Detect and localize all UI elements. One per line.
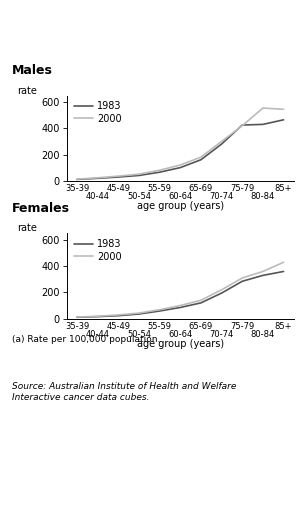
Text: 45-49: 45-49 [106,322,130,331]
Text: 60-64: 60-64 [168,192,192,201]
Text: Females: Females [12,202,70,215]
Line: 2000: 2000 [77,108,284,179]
1983 [178,304,182,311]
1983 [261,121,265,127]
Text: 45-49: 45-49 [106,184,130,193]
2000 [75,176,79,182]
Text: 85+: 85+ [275,322,292,331]
Text: 40-44: 40-44 [86,330,110,339]
Text: 35-39: 35-39 [65,184,89,193]
Text: 55-59: 55-59 [148,322,171,331]
Text: 70-74: 70-74 [209,192,234,201]
2000 [220,287,223,293]
1983 [96,175,99,182]
2000 [178,162,182,168]
2000 [199,297,203,303]
Text: 75-79: 75-79 [230,184,255,193]
2000 [96,175,99,181]
2000 [137,171,141,177]
Line: 1983: 1983 [77,120,284,179]
Legend: 1983, 2000: 1983, 2000 [74,239,122,262]
2000 [199,154,203,160]
2000 [75,314,79,320]
1983 [241,278,244,285]
1983 [137,172,141,178]
Text: 55-59: 55-59 [148,184,171,193]
2000 [282,259,285,266]
1983 [261,272,265,279]
Text: Males: Males [12,64,53,77]
2000 [241,275,244,281]
Legend: 1983, 2000: 1983, 2000 [74,101,122,124]
Text: 40-44: 40-44 [86,192,110,201]
Text: age group (years): age group (years) [137,201,224,211]
1983 [199,299,203,306]
2000 [220,138,223,144]
Text: 80-84: 80-84 [251,192,275,201]
1983 [116,313,120,319]
Text: 80-84: 80-84 [251,330,275,339]
Text: age group (years): age group (years) [137,339,224,349]
Text: 50-54: 50-54 [127,330,151,339]
1983 [282,268,285,275]
Line: 1983: 1983 [77,271,284,318]
1983 [158,169,161,175]
Text: 50-54: 50-54 [127,192,151,201]
2000 [137,310,141,316]
1983 [137,311,141,317]
1983 [282,117,285,123]
1983 [75,176,79,183]
2000 [116,312,120,318]
Text: rate: rate [17,224,37,234]
1983 [75,314,79,321]
1983 [96,313,99,320]
1983 [199,157,203,163]
Text: (a) Rate per 100,000 population.: (a) Rate per 100,000 population. [12,335,161,344]
Text: 65-69: 65-69 [189,184,213,193]
Text: rate: rate [17,85,37,96]
Text: 75-79: 75-79 [230,322,255,331]
Line: 2000: 2000 [77,262,284,317]
2000 [261,105,265,111]
2000 [282,106,285,113]
Text: 70-74: 70-74 [209,330,234,339]
1983 [158,308,161,314]
2000 [158,167,161,174]
1983 [220,141,223,147]
Text: 35-39: 35-39 [65,322,89,331]
Text: 60-64: 60-64 [168,330,192,339]
2000 [241,123,244,129]
Text: Source: Australian Institute of Health and Welfare
Interactive cancer data cubes: Source: Australian Institute of Health a… [12,382,237,402]
1983 [116,174,120,180]
Text: 85+: 85+ [275,184,292,193]
1983 [241,122,244,128]
1983 [220,290,223,296]
2000 [178,302,182,309]
2000 [158,306,161,313]
1983 [178,165,182,171]
2000 [261,268,265,275]
Text: 65-69: 65-69 [189,322,213,331]
2000 [96,313,99,320]
2000 [116,173,120,179]
